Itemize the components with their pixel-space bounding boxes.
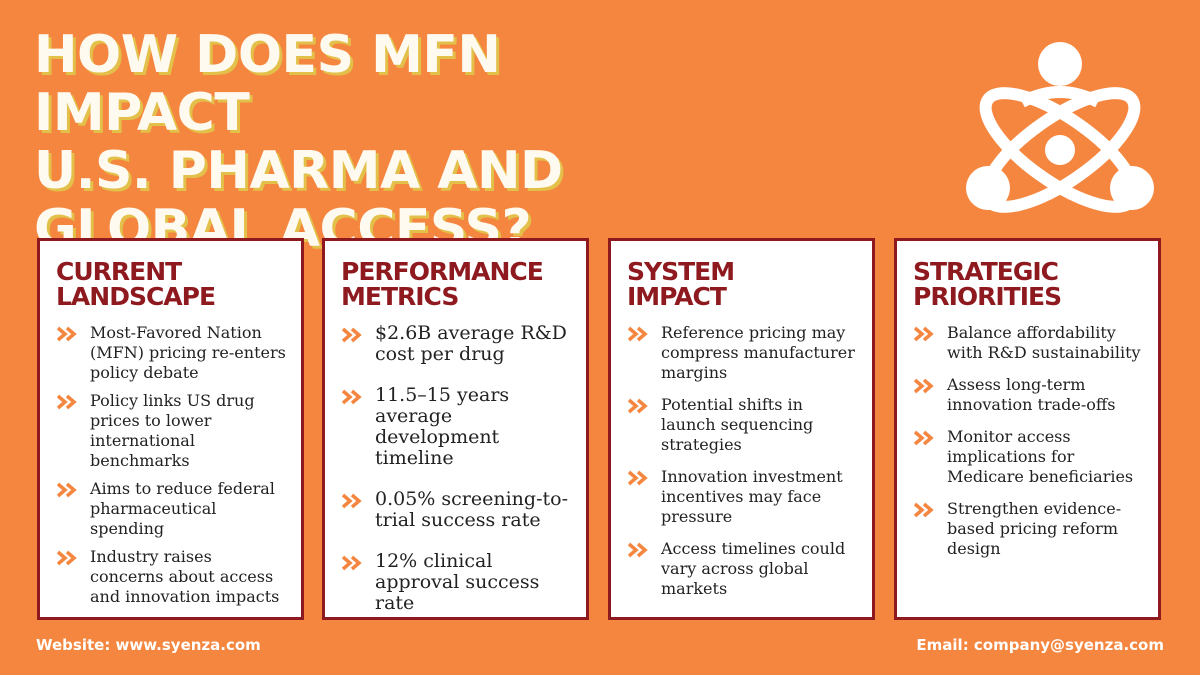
card-system-impact: SYSTEM IMPACT Reference pricing may comp…: [608, 238, 875, 620]
atom-people-icon: [966, 42, 1154, 213]
website-link[interactable]: Website: www.syenza.com: [36, 636, 261, 654]
list-item-text: Access timelines could vary across globa…: [661, 539, 846, 598]
card-heading-line: PERFORMANCE: [341, 257, 544, 286]
list-item-text: Monitor access implications for Medicare…: [947, 427, 1134, 486]
card-heading-line: METRICS: [341, 282, 459, 311]
list-item-text: Potential shifts in launch sequencing st…: [661, 395, 814, 454]
chevron-right-icon: [56, 326, 77, 342]
chevron-right-icon: [627, 470, 648, 486]
list-item-text: Strengthen evidence-based pricing reform…: [947, 499, 1122, 558]
list-item: 0.05% screening-to-trial success rate: [341, 489, 572, 531]
list-item-text: Policy links US drug prices to lower int…: [90, 391, 255, 470]
card-heading: CURRENT LANDSCAPE: [56, 259, 287, 309]
card-heading-line: LANDSCAPE: [56, 282, 216, 311]
chevron-right-icon: [627, 326, 648, 342]
chevron-right-icon: [627, 542, 648, 558]
list-item: Assess long-term innovation trade-offs: [913, 375, 1144, 415]
list-item-text: Most-Favored Nation (MFN) pricing re-ent…: [90, 323, 286, 382]
list-item-text: 11.5–15 years average development timeli…: [375, 384, 510, 469]
list-item-text: Balance affordability with R&D sustainab…: [947, 323, 1141, 362]
list-item: Access timelines could vary across globa…: [627, 539, 858, 599]
chevron-right-icon: [56, 394, 77, 410]
list-item: 11.5–15 years average development timeli…: [341, 385, 572, 469]
chevron-right-icon: [913, 378, 934, 394]
list-item: $2.6B average R&D cost per drug: [341, 323, 572, 365]
list-item-text: Reference pricing may compress manufactu…: [661, 323, 855, 382]
list-item-text: Assess long-term innovation trade-offs: [947, 375, 1116, 414]
card-heading: SYSTEM IMPACT: [627, 259, 858, 309]
chevron-right-icon: [913, 502, 934, 518]
list-item: Policy links US drug prices to lower int…: [56, 391, 287, 471]
list-item: Monitor access implications for Medicare…: [913, 427, 1144, 487]
chevron-right-icon: [341, 555, 362, 571]
chevron-right-icon: [913, 326, 934, 342]
list-item: Balance affordability with R&D sustainab…: [913, 323, 1144, 363]
list-item: Reference pricing may compress manufactu…: [627, 323, 858, 383]
card-heading-line: CURRENT: [56, 257, 182, 286]
list-item-text: 0.05% screening-to-trial success rate: [375, 488, 568, 531]
chevron-right-icon: [56, 482, 77, 498]
list-item: Aims to reduce federal pharmaceutical sp…: [56, 479, 287, 539]
list-item-text: Aims to reduce federal pharmaceutical sp…: [90, 479, 275, 538]
list-item: Potential shifts in launch sequencing st…: [627, 395, 858, 455]
card-heading: STRATEGIC PRIORITIES: [913, 259, 1144, 309]
email-link[interactable]: Email: company@syenza.com: [916, 636, 1164, 654]
chevron-right-icon: [913, 430, 934, 446]
card-heading: PERFORMANCE METRICS: [341, 259, 572, 309]
card-current-landscape: CURRENT LANDSCAPE Most-Favored Nation (M…: [37, 238, 304, 620]
title-line: U.S. PHARMA AND: [34, 141, 563, 201]
list-item: Industry raises concerns about access an…: [56, 547, 287, 607]
list-item: 12% clinical approval success rate: [341, 551, 572, 614]
list-item: Strengthen evidence-based pricing reform…: [913, 499, 1144, 559]
list-item: Innovation investment incentives may fac…: [627, 467, 858, 527]
card-heading-line: PRIORITIES: [913, 282, 1062, 311]
card-heading-line: STRATEGIC: [913, 257, 1059, 286]
card-heading-line: IMPACT: [627, 282, 727, 311]
chevron-right-icon: [56, 550, 77, 566]
title-line: HOW DOES MFN IMPACT: [34, 25, 501, 143]
list-item-text: Innovation investment incentives may fac…: [661, 467, 843, 526]
card-heading-line: SYSTEM: [627, 257, 735, 286]
chevron-right-icon: [627, 398, 648, 414]
card-performance-metrics: PERFORMANCE METRICS $2.6B average R&D co…: [322, 238, 589, 620]
list-item-text: Industry raises concerns about access an…: [90, 547, 280, 606]
card-strategic-priorities: STRATEGIC PRIORITIES Balance affordabili…: [894, 238, 1161, 620]
list-item-text: 12% clinical approval success rate: [375, 550, 540, 614]
list-item: Most-Favored Nation (MFN) pricing re-ent…: [56, 323, 287, 383]
chevron-right-icon: [341, 327, 362, 343]
chevron-right-icon: [341, 493, 362, 509]
list-item-text: $2.6B average R&D cost per drug: [375, 322, 567, 365]
chevron-right-icon: [341, 389, 362, 405]
page-title: HOW DOES MFN IMPACT U.S. PHARMA AND GLOB…: [34, 26, 674, 258]
